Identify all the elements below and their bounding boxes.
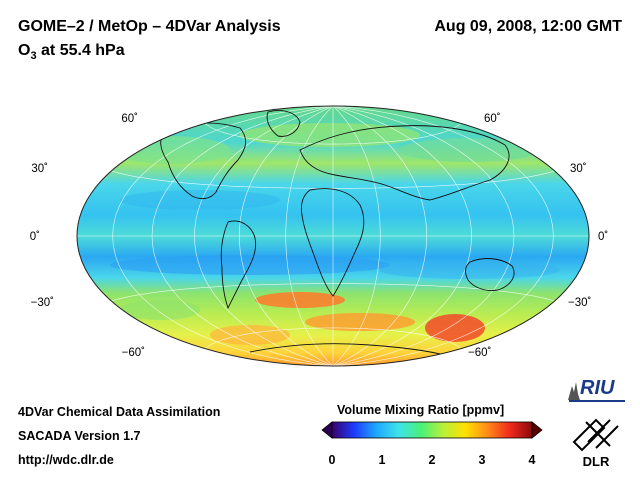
dlr-logo: DLR [566, 412, 626, 470]
lat-label-n60-right: 60˚ [484, 113, 501, 125]
map-title: GOME–2 / MetOp – 4DVar Analysis [18, 18, 281, 35]
meridian-line [285, 105, 334, 367]
species-label: O3 at 55.4 hPa [18, 42, 125, 62]
meridian-line [332, 105, 472, 367]
colorbar: 0 1 2 3 4 [321, 421, 543, 467]
colorbar-tick-label: 0 [329, 453, 336, 467]
dlr-logo-text: DLR [583, 454, 610, 469]
meridian-line [151, 105, 334, 367]
colorbar-tick-label: 2 [429, 453, 436, 467]
lat-label-n30-left: 30˚ [31, 163, 48, 175]
greenland-coast [266, 110, 301, 137]
globe-outline [76, 105, 590, 367]
riu-logo-text: RIU [580, 377, 615, 399]
species-subscript: 3 [30, 50, 37, 63]
lat-label-eq-left: 0˚ [30, 231, 40, 243]
colorbar-tick-label: 1 [379, 453, 386, 467]
meridian-line [332, 105, 428, 367]
lat-label-s30-right: −30˚ [568, 297, 591, 309]
footer-line-2: SACADA Version 1.7 [18, 429, 141, 443]
analysis-datetime: Aug 09, 2008, 12:00 GMT [434, 18, 622, 35]
meridian-line [238, 105, 334, 367]
south-america-coast [220, 220, 257, 310]
pressure-level: at 55.4 hPa [36, 42, 125, 59]
lat-label-s60-right: −60˚ [468, 347, 491, 359]
europe-asia-coast [299, 125, 510, 201]
species-formula: O [18, 42, 31, 59]
meridian-line [194, 105, 334, 367]
riu-logo-graphic: RIU [568, 377, 625, 402]
coastlines [160, 110, 515, 361]
colorbar-bar [331, 421, 533, 439]
colorbar-under-arrow [321, 421, 333, 439]
meridian-line [332, 105, 381, 367]
footer-line-1: 4DVar Chemical Data Assimilation [18, 405, 221, 419]
lat-label-s30-left: −30˚ [31, 297, 54, 309]
meridian-line [332, 105, 554, 367]
colorbar-tick-label: 4 [529, 453, 536, 467]
lat-label-n60-left: 60˚ [121, 113, 138, 125]
north-america-coast [160, 122, 247, 200]
riu-cathedral-icon [568, 382, 580, 400]
australia-coast [465, 258, 515, 291]
lat-label-n30-right: 30˚ [570, 163, 587, 175]
colorbar-over-arrow [531, 421, 543, 439]
dlr-emblem-icon [572, 418, 619, 452]
footer-link[interactable]: http://wdc.dlr.de [18, 453, 114, 467]
colorbar-ticks: 0 1 2 3 4 [329, 453, 536, 467]
africa-coast [300, 188, 365, 297]
antarctica-coast [249, 343, 461, 361]
dlr-logo-graphic: DLR [572, 418, 619, 469]
meridian-line [112, 105, 334, 367]
lat-label-eq-right: 0˚ [598, 231, 608, 243]
riu-logo: RIU [566, 372, 628, 404]
colorbar-tick-label: 3 [479, 453, 486, 467]
lat-label-s60-left: −60˚ [122, 347, 145, 359]
colorbar-title: Volume Mixing Ratio [ppmv] [337, 403, 505, 417]
riu-underline [569, 400, 625, 402]
meridian-line [332, 105, 515, 367]
